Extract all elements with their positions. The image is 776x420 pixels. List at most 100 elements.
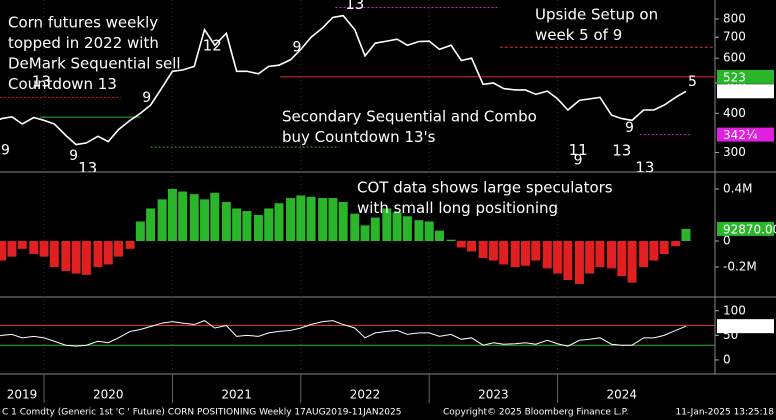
bar bbox=[531, 241, 541, 261]
bar bbox=[574, 241, 584, 284]
setup-count: 5 bbox=[688, 74, 697, 90]
bar bbox=[135, 221, 145, 242]
bar bbox=[81, 241, 91, 275]
setup-count: 9 bbox=[625, 120, 634, 136]
bar bbox=[189, 194, 199, 242]
bar bbox=[318, 198, 328, 242]
setup-count: 9 bbox=[69, 148, 78, 164]
annotation: DeMark Sequential sell bbox=[8, 55, 181, 73]
footer-copyright: Copyright© 2025 Bloomberg Finance L.P. bbox=[443, 408, 628, 418]
y-tick-label: 400 bbox=[723, 106, 746, 120]
annotation: Countdown 13 bbox=[8, 75, 117, 93]
bar bbox=[510, 241, 520, 268]
bar bbox=[328, 198, 338, 242]
annotation: week 5 of 9 bbox=[535, 26, 622, 44]
bar bbox=[93, 241, 103, 268]
bar bbox=[49, 241, 59, 268]
last-value-label: 342¼ bbox=[723, 128, 758, 142]
y-tick-label: 600 bbox=[723, 51, 746, 65]
bar bbox=[125, 241, 135, 249]
setup-count: 13 bbox=[635, 158, 654, 176]
bar bbox=[467, 241, 477, 252]
last-value-label: 470½ bbox=[723, 85, 758, 99]
y-tick-label: -0.2M bbox=[723, 260, 757, 274]
x-tick-label: 2019 bbox=[7, 388, 38, 402]
panel bbox=[0, 188, 691, 284]
y-tick-label: 0 bbox=[723, 234, 731, 248]
last-value-box bbox=[717, 319, 774, 334]
setup-count: 13 bbox=[345, 0, 364, 13]
x-tick-label: 2023 bbox=[478, 388, 509, 402]
bar bbox=[414, 220, 424, 242]
bar bbox=[178, 191, 188, 242]
bar bbox=[681, 228, 691, 242]
bar bbox=[456, 241, 466, 248]
bar bbox=[585, 241, 595, 274]
bar bbox=[103, 241, 113, 265]
last-value-label: 92870.00 bbox=[723, 222, 776, 236]
footer-bar bbox=[0, 403, 776, 420]
bar bbox=[649, 241, 659, 261]
bar bbox=[306, 196, 316, 242]
setup-count: 9 bbox=[293, 39, 302, 55]
annotation: COT data shows large speculators bbox=[357, 179, 613, 197]
bar bbox=[253, 214, 263, 242]
bar bbox=[61, 241, 71, 271]
bar bbox=[29, 241, 39, 255]
bar bbox=[350, 213, 360, 242]
last-value-label: 523 bbox=[723, 70, 746, 84]
x-tick-label: 2024 bbox=[607, 388, 638, 402]
bar bbox=[563, 241, 573, 281]
last-value-box bbox=[717, 127, 774, 142]
bar bbox=[434, 230, 444, 242]
annotation: Upside Setup on bbox=[535, 6, 658, 24]
bar bbox=[446, 239, 456, 242]
panel bbox=[0, 320, 715, 347]
setup-count: 9 bbox=[574, 152, 583, 168]
bar bbox=[157, 199, 167, 242]
bar bbox=[499, 241, 509, 265]
y-tick-label: 0.4M bbox=[723, 181, 752, 195]
bar bbox=[617, 241, 627, 277]
setup-count: 13 bbox=[78, 159, 97, 177]
annotation: buy Countdown 13's bbox=[282, 128, 436, 146]
annotation: topped in 2022 with bbox=[8, 34, 159, 52]
last-value-box bbox=[717, 84, 774, 99]
setup-count: 13 bbox=[32, 73, 51, 91]
bar bbox=[424, 221, 434, 242]
bar bbox=[402, 216, 412, 242]
setup-count: 9 bbox=[1, 142, 10, 158]
bar bbox=[17, 241, 27, 249]
y-tick-label: 800 bbox=[723, 12, 746, 26]
bar bbox=[221, 201, 231, 242]
bar bbox=[296, 195, 306, 242]
y-tick-label: 100 bbox=[723, 303, 746, 317]
setup-count: 11 bbox=[569, 141, 588, 159]
bar bbox=[520, 241, 530, 266]
bar bbox=[671, 241, 681, 247]
y-tick-label: 300 bbox=[723, 145, 746, 159]
bar bbox=[488, 241, 498, 261]
bar bbox=[274, 203, 284, 242]
annotation: Secondary Sequential and Combo bbox=[282, 108, 537, 126]
bar bbox=[338, 201, 348, 242]
bar bbox=[200, 199, 210, 242]
bar bbox=[595, 241, 605, 268]
bar bbox=[370, 217, 380, 242]
bar bbox=[39, 241, 49, 257]
data-line bbox=[0, 14, 687, 146]
bar bbox=[392, 212, 402, 242]
y-tick-label: 700 bbox=[723, 30, 746, 44]
bar bbox=[360, 225, 370, 242]
bar bbox=[167, 188, 177, 242]
bar bbox=[146, 208, 156, 242]
bar bbox=[639, 241, 649, 268]
bar bbox=[71, 241, 81, 274]
bar bbox=[0, 241, 7, 261]
bar bbox=[382, 208, 392, 242]
bar bbox=[478, 241, 488, 258]
x-tick-label: 2021 bbox=[221, 388, 252, 402]
bar bbox=[7, 241, 17, 257]
